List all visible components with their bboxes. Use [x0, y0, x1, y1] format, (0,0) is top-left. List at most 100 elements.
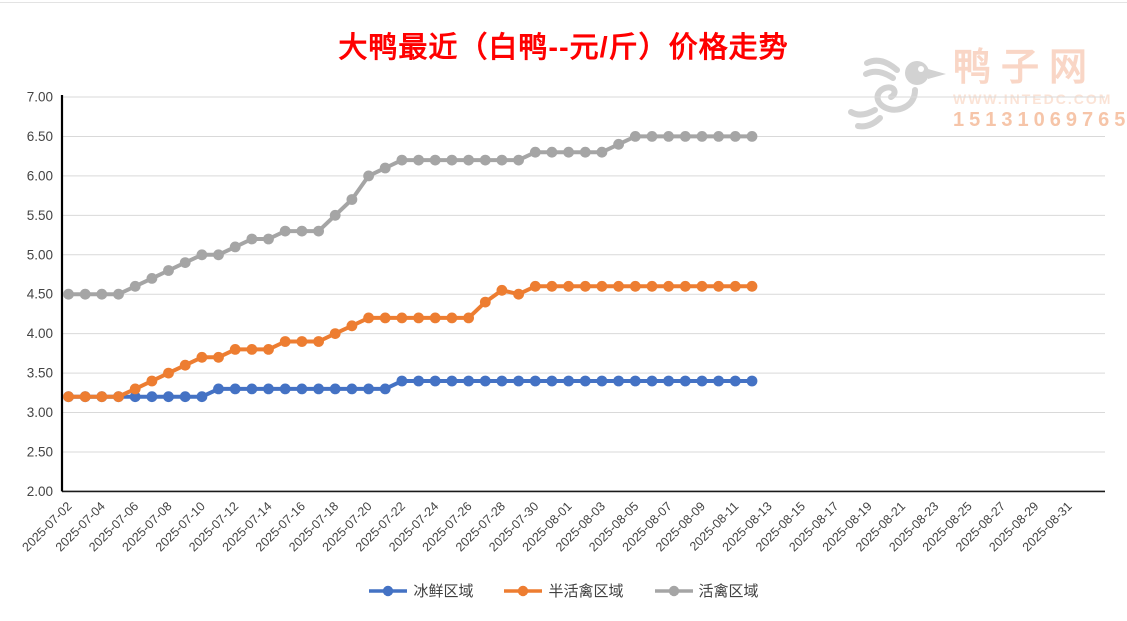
data-point — [313, 383, 324, 395]
data-point — [596, 146, 608, 158]
data-point — [646, 131, 658, 142]
data-point — [146, 375, 158, 387]
y-axis-tick-label: 6.00 — [27, 168, 53, 183]
data-point — [679, 280, 691, 292]
legend-label: 活禽区域 — [698, 583, 759, 600]
data-point — [213, 383, 224, 395]
site-watermark: 鸭子网 WWW.INTEDC.COM 15131069765 — [848, 46, 1125, 141]
data-point — [413, 154, 424, 166]
legend-label: 冰鲜区域 — [413, 583, 474, 600]
data-point — [546, 375, 558, 387]
data-point — [496, 284, 508, 296]
data-point — [163, 391, 174, 403]
data-point — [696, 375, 708, 387]
data-point — [546, 146, 558, 158]
data-point — [613, 280, 624, 292]
data-point — [396, 312, 408, 324]
data-point — [113, 288, 124, 300]
data-point — [63, 391, 74, 403]
y-axis-tick-label: 7.00 — [27, 90, 53, 105]
data-point — [579, 146, 591, 158]
data-point — [396, 154, 408, 166]
data-point — [313, 225, 324, 237]
data-point — [329, 209, 341, 221]
data-point — [79, 288, 91, 300]
y-axis-tick-label: 3.50 — [27, 366, 53, 381]
data-point — [629, 131, 641, 142]
data-point — [596, 375, 608, 387]
data-point — [663, 280, 674, 292]
data-point — [646, 280, 658, 292]
watermark-site-name: 鸭子网 — [953, 47, 1098, 89]
data-point — [596, 280, 608, 292]
data-point — [229, 241, 241, 253]
data-point — [513, 154, 524, 166]
data-point — [363, 170, 374, 182]
y-axis-tick-label: 6.50 — [27, 129, 53, 144]
data-point — [613, 138, 624, 150]
data-point — [746, 375, 758, 387]
data-point — [413, 312, 424, 324]
watermark-phone: 15131069765 — [953, 109, 1127, 131]
data-point — [196, 249, 208, 261]
y-axis-tick-label: 2.00 — [27, 484, 53, 499]
y-axis-tick-label: 5.00 — [27, 247, 53, 262]
data-point — [496, 154, 508, 166]
data-point — [279, 225, 291, 237]
data-point — [429, 154, 441, 166]
data-point — [296, 225, 308, 237]
chart-title: 大鸭最近（白鸭--元/斤）价格走势 — [338, 32, 789, 64]
legend-marker-icon — [654, 585, 693, 596]
data-point — [479, 375, 491, 387]
data-point — [479, 154, 491, 166]
data-point — [346, 383, 358, 395]
data-point — [246, 233, 258, 245]
data-point — [746, 131, 758, 142]
data-point — [563, 280, 574, 292]
data-point — [696, 280, 708, 292]
y-axis-tick-label: 5.50 — [27, 208, 53, 223]
data-point — [463, 312, 474, 324]
data-point — [729, 131, 741, 142]
data-point — [429, 375, 441, 387]
data-point — [129, 391, 141, 403]
data-point — [263, 383, 274, 395]
data-point — [379, 162, 391, 174]
data-point — [413, 375, 424, 387]
data-point — [546, 280, 558, 292]
data-point — [213, 351, 224, 363]
data-point — [729, 375, 741, 387]
data-point — [96, 288, 108, 300]
data-point — [279, 336, 291, 347]
data-point — [329, 328, 341, 339]
y-axis-tick-label: 4.50 — [27, 287, 53, 302]
data-point — [263, 233, 274, 245]
data-point — [213, 249, 224, 261]
data-point — [379, 312, 391, 324]
data-point — [129, 280, 141, 292]
legend-marker-icon — [369, 585, 408, 596]
data-point — [629, 375, 641, 387]
data-point — [629, 280, 641, 292]
legend-marker-icon — [504, 585, 543, 596]
legend-item-冰鲜区域: 冰鲜区域 — [368, 580, 473, 601]
legend-item-半活禽区域: 半活禽区域 — [503, 580, 624, 601]
data-point — [163, 265, 174, 276]
y-axis-tick-label: 4.00 — [27, 326, 53, 341]
y-axis-tick-label: 3.00 — [27, 405, 53, 420]
data-point — [163, 367, 174, 379]
data-point — [463, 375, 474, 387]
watermark-website: WWW.INTEDC.COM — [953, 91, 1113, 107]
data-point — [663, 375, 674, 387]
data-point — [679, 375, 691, 387]
data-point — [529, 375, 541, 387]
data-point — [363, 383, 374, 395]
data-point — [496, 375, 508, 387]
data-point — [713, 131, 724, 142]
data-point — [246, 344, 258, 355]
data-point — [146, 391, 158, 403]
data-point — [613, 375, 624, 387]
data-point — [146, 273, 158, 284]
